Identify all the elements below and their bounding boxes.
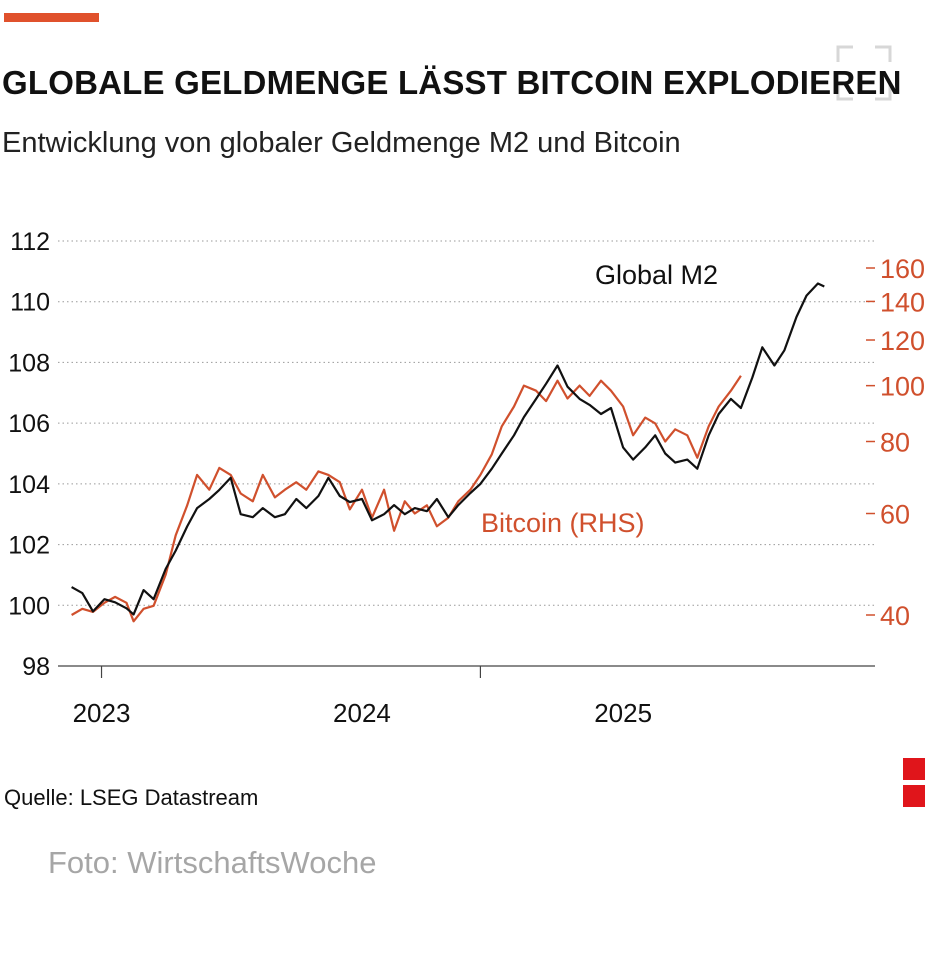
series-label-global-m2: Global M2 [595,260,718,290]
y-right-tick-label: 160 [880,254,925,284]
y-left-tick-label: 106 [8,410,50,438]
fullscreen-icon[interactable] [835,44,893,102]
y-left-tick-label: 100 [8,592,50,620]
y-right-tick-label: 100 [880,372,925,402]
y-left-tick-label: 104 [8,471,50,499]
brand-logo [903,758,925,812]
photo-credit: Foto: WirtschaftsWoche [48,845,377,880]
y-right-tick-label: 80 [880,428,910,458]
x-tick-label: 2024 [333,698,391,728]
y-left-tick-label: 102 [8,532,50,560]
x-tick-label: 2023 [73,698,131,728]
y-left-tick-label: 108 [8,349,50,377]
series-label-bitcoin: Bitcoin (RHS) [481,508,645,538]
y-left-tick-label: 110 [10,289,50,317]
global-m2-line [71,282,825,616]
y-left-tick-label: 98 [22,653,50,681]
chart: 98 100 102 104 106 108 110 112 40 60 80 100 120 14016… [8,228,925,728]
y-right-tick-label: 40 [880,601,910,631]
y-right-tick-label: 60 [880,500,910,530]
chart-subtitle: Entwicklung von globaler Geldmenge M2 un… [2,127,681,159]
source-note: Quelle: LSEG Datastream [4,785,259,810]
x-tick-label: 2025 [594,698,652,728]
chart-title: GLOBALE GELDMENGE LÄSST BITCOIN EXPLODIE… [2,64,902,101]
bitcoin-line [71,375,742,623]
accent-bar [4,13,99,22]
y-right-tick-label: 140 [880,287,925,317]
y-left-tick-label: 112 [10,228,50,256]
y-right-tick-label: 120 [880,326,925,356]
